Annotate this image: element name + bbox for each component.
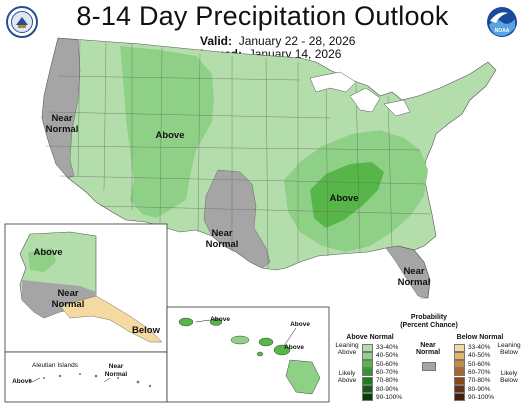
legend-above-level-label: 60-70% [376, 368, 399, 376]
legend-above-swatch [362, 360, 373, 369]
legend-below-level-label: 90-100% [468, 393, 495, 401]
legend-above-swatch [362, 368, 373, 377]
legend-below-swatch [454, 376, 465, 385]
legend-below-level-row: 90-100% [454, 393, 495, 402]
legend-above-level-label: 33-40% [376, 344, 399, 351]
legend-below-level-row: 50-60% [454, 360, 491, 369]
legend-below-level-label: 60-70% [468, 368, 491, 376]
legend-below-level-label: 80-90% [468, 385, 491, 393]
label-hawaii-above-bottom: Above [284, 344, 304, 351]
legend-below-level-label: 33-40% [468, 344, 491, 351]
legend-above-level-row: 80-90% [362, 385, 399, 393]
label-near-normal-west-line1: Near [51, 113, 72, 124]
legend-above-swatch [362, 393, 373, 402]
legend-below-header: Below Normal [456, 334, 504, 341]
legend-near-header: Near Normal [415, 342, 441, 356]
alaska-above-darker [28, 248, 56, 272]
legend-below-swatch [454, 393, 465, 402]
legend-below-level-label: 70-80% [468, 377, 491, 385]
svg-text:NOAA: NOAA [495, 28, 510, 34]
label-near-normal-florida-line1: Near [403, 266, 424, 277]
label-alaska-near-normal-line2: Normal [52, 299, 85, 310]
legend-below-level-row: 40-50% [454, 351, 491, 360]
legend-below-swatch [454, 385, 465, 393]
legend-likely-below: Likely Below [500, 370, 518, 384]
page-title: 8-14 Day Precipitation Outlook [76, 1, 449, 31]
label-aleutian-near-normal-line2: Normal [105, 371, 128, 378]
legend-above-level-label: 40-50% [376, 352, 399, 360]
label-alaska-above: Above [33, 247, 62, 258]
above-40-50-west [120, 46, 214, 218]
legend-title-line1: Probability [410, 314, 448, 321]
valid-dates: Valid: January 22 - 28, 2026 [200, 34, 355, 48]
label-above-east: Above [329, 193, 358, 204]
legend-below-level-label: 50-60% [468, 360, 491, 368]
legend-below-level-row: 33-40% [454, 343, 491, 352]
label-alaska-near-normal-line1: Near [57, 288, 78, 299]
legend-above-level-row: 90-100% [362, 393, 403, 402]
label-aleutian-above: Above [12, 378, 32, 385]
label-pointer-lines [31, 319, 297, 383]
legend-below-level-row: 60-70% [454, 368, 491, 377]
florida-peninsula [397, 245, 431, 299]
legend-above-swatch [362, 385, 373, 393]
valid-date-range: January 22 - 28, 2026 [238, 34, 356, 48]
valid-label: Valid: [200, 34, 233, 48]
legend-below-level-row: 80-90% [454, 385, 491, 393]
aleutian-inset-frame [4, 351, 168, 403]
legend-leaning-above: Leaning Above [335, 342, 359, 356]
legend-below-swatch [454, 351, 465, 360]
legend-likely-above: Likely Above [337, 370, 357, 384]
label-alaska-below: Below [132, 325, 161, 336]
label-near-normal-texas-line1: Near [211, 228, 232, 239]
legend-above-swatch [362, 343, 373, 352]
legend-above-swatch [362, 376, 373, 385]
label-aleutian-near-normal-line1: Near [109, 363, 124, 370]
legend-below-swatch [454, 360, 465, 369]
label-near-normal-florida-line2: Normal [398, 277, 431, 288]
legend-above-level-row: 60-70% [362, 368, 399, 377]
legend-below-level-label: 40-50% [468, 352, 491, 360]
doc-seal-icon [6, 6, 38, 38]
legend-below-level-row: 70-80% [454, 376, 491, 385]
label-aleutian-islands: Aleutian Islands [32, 362, 79, 369]
legend-above-header: Above Normal [346, 334, 394, 341]
map-label-layer: Near Normal Above Near Normal Above Near… [33, 113, 430, 336]
legend-above-level-label: 50-60% [376, 360, 399, 368]
legend-below-swatch [454, 343, 465, 352]
label-above-west: Above [155, 130, 184, 141]
great-lakes [309, 71, 411, 117]
legend-above-level-row: 40-50% [362, 351, 399, 360]
legend-leaning-below: Leaning Below [497, 342, 521, 356]
legend-above-swatch [362, 351, 373, 360]
legend-near-swatch [422, 362, 436, 371]
label-near-normal-texas-line2: Normal [206, 239, 239, 250]
legend-above-level-row: 33-40% [362, 343, 399, 352]
legend-above-level-label: 90-100% [376, 393, 403, 401]
legend: Probability (Percent Chance) Above Norma… [335, 314, 522, 404]
aleutian-islands-shapes [28, 373, 152, 388]
inset-small-labels: Aleutian Islands Above Near Normal Above… [12, 316, 310, 385]
state-boundaries [45, 39, 431, 269]
near-normal-texas [203, 169, 271, 269]
noaa-logo-icon: NOAA [486, 6, 518, 38]
legend-above-level-label: 80-90% [376, 385, 399, 393]
legend-above-level-row: 70-80% [362, 376, 399, 385]
label-hawaii-above-left: Above [210, 316, 230, 323]
legend-above-level-row: 50-60% [362, 360, 399, 369]
label-near-normal-west-line2: Normal [46, 124, 79, 135]
hawaii-islands [178, 317, 321, 395]
label-hawaii-above-right: Above [290, 321, 310, 328]
legend-above-level-label: 70-80% [376, 377, 399, 385]
legend-title-line2: (Percent Chance) [400, 322, 458, 329]
legend-below-swatch [454, 368, 465, 377]
alaska-below-zone [59, 295, 163, 343]
